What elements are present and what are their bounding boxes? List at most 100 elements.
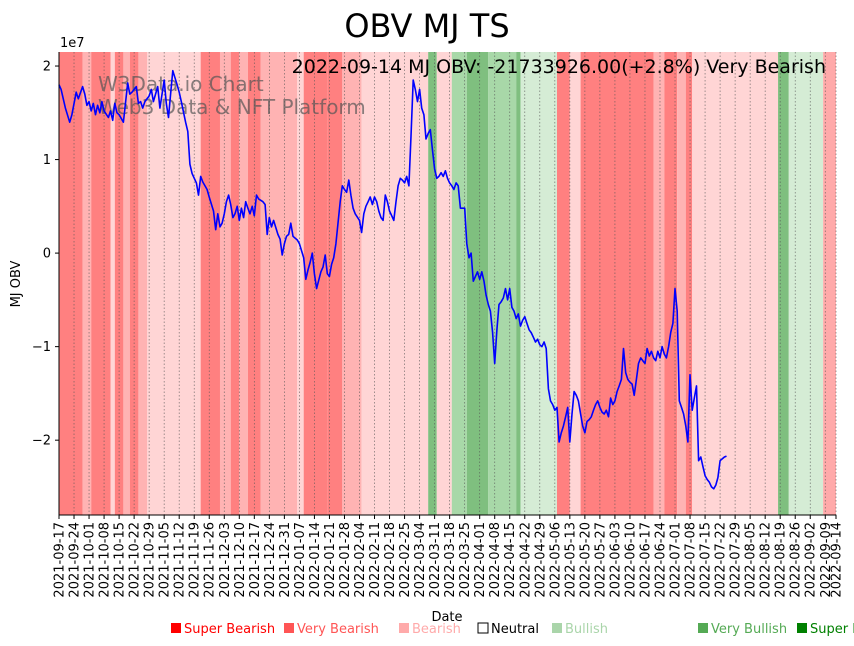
x-tick-label-29: 2022-04-08 [488, 522, 503, 598]
legend-label-2: Bearish [412, 622, 461, 637]
x-tick-label-16: 2022-01-07 [293, 522, 308, 598]
sentiment-band-24 [488, 52, 517, 515]
sentiment-band-12 [239, 52, 248, 515]
sentiment-band-37 [788, 52, 824, 515]
x-tick-label-0: 2021-09-17 [53, 522, 68, 598]
legend-label-6: Super Bullish [810, 622, 854, 637]
sentiment-band-32 [664, 52, 678, 515]
x-tick-label-36: 2022-05-27 [593, 522, 608, 598]
x-tick-label-35: 2022-05-20 [578, 522, 593, 598]
x-tick-label-17: 2022-01-14 [308, 522, 323, 598]
x-tick-label-15: 2021-12-31 [278, 522, 293, 598]
x-tick-label-1: 2021-09-24 [68, 522, 83, 598]
legend-item-4: Bullish [552, 622, 608, 637]
x-tick-label-9: 2021-11-19 [188, 522, 203, 598]
sentiment-band-27 [556, 52, 570, 515]
x-tick-label-45: 2022-07-29 [729, 522, 744, 598]
sentiment-band-0 [59, 52, 83, 515]
sentiment-band-38 [823, 52, 836, 515]
x-tick-label-11: 2021-12-03 [218, 522, 233, 598]
sentiment-band-28 [569, 52, 581, 515]
x-tick-label-2: 2021-10-01 [83, 522, 98, 598]
x-tick-label-47: 2022-08-12 [759, 522, 774, 598]
chart-title: OBV MJ TS [344, 7, 509, 45]
x-tick-label-7: 2021-11-05 [158, 522, 173, 598]
x-tick-label-30: 2022-04-15 [503, 522, 518, 598]
sentiment-band-18 [342, 52, 362, 515]
legend-swatch-2 [399, 623, 409, 633]
x-tick-label-21: 2022-02-11 [368, 522, 383, 598]
x-tick-label-41: 2022-07-01 [669, 522, 684, 598]
y-tick-label-1: −1 [32, 340, 51, 355]
x-tick-label-4: 2021-10-15 [113, 522, 128, 598]
sentiment-band-8 [147, 52, 201, 515]
legend-item-6: Super Bullish [797, 622, 854, 637]
x-tick-label-52: 2022-09-14 [830, 522, 845, 598]
x-tick-label-20: 2022-02-04 [353, 522, 368, 598]
x-tick-label-34: 2022-05-13 [563, 522, 578, 598]
x-tick-label-14: 2021-12-24 [263, 522, 278, 598]
x-tick-label-10: 2021-11-26 [203, 522, 218, 598]
sentiment-bands [59, 52, 836, 515]
sentiment-band-11 [230, 52, 240, 515]
legend-item-0: Super Bearish [171, 622, 275, 637]
legend-item-3: Neutral [477, 622, 539, 637]
legend-swatch-5 [698, 623, 708, 633]
x-tick-label-46: 2022-08-05 [744, 522, 759, 598]
sentiment-band-31 [653, 52, 665, 515]
sentiment-band-22 [451, 52, 467, 515]
sentiment-band-33 [677, 52, 686, 515]
x-tick-label-28: 2022-04-01 [473, 522, 488, 598]
x-tick-label-51: 2022-09-09 [819, 522, 834, 598]
y-multiplier-label: 1e7 [60, 36, 85, 51]
x-axis-label: Date [431, 610, 462, 625]
sentiment-band-5 [123, 52, 130, 515]
legend-label-0: Super Bearish [184, 622, 275, 637]
sentiment-band-1 [82, 52, 92, 515]
sentiment-band-14 [260, 52, 298, 515]
x-tick-label-25: 2022-03-11 [428, 522, 443, 598]
sentiment-band-10 [219, 52, 231, 515]
sentiment-band-34 [685, 52, 693, 515]
sentiment-band-15 [297, 52, 304, 515]
x-tick-label-44: 2022-07-22 [714, 522, 729, 598]
y-tick-label-4: 2 [43, 60, 51, 75]
sentiment-band-2 [91, 52, 111, 515]
legend-swatch-0 [171, 623, 181, 633]
x-tick-label-31: 2022-04-22 [518, 522, 533, 598]
x-tick-label-33: 2022-05-06 [548, 522, 563, 598]
watermark-line-1: W3Data.io Chart [98, 72, 264, 96]
x-tick-label-5: 2021-10-22 [128, 522, 143, 598]
sentiment-band-9 [200, 52, 220, 515]
legend-item-5: Very Bullish [698, 622, 787, 637]
x-tick-label-3: 2021-10-08 [98, 522, 113, 598]
sentiment-band-21 [436, 52, 452, 515]
x-tick-label-23: 2022-02-25 [398, 522, 413, 598]
x-tick-label-42: 2022-07-08 [684, 522, 699, 598]
chart-legend: Super Bearish Very Bearish Bearish Neutral B… [171, 622, 854, 637]
legend-label-3: Neutral [491, 622, 539, 637]
legend-swatch-3 [477, 622, 489, 634]
sentiment-band-26 [520, 52, 557, 515]
y-tick-label-3: 1 [43, 153, 51, 168]
sentiment-band-36 [778, 52, 789, 515]
sentiment-band-19 [361, 52, 429, 515]
x-tick-label-27: 2022-03-25 [458, 522, 473, 598]
x-tick-label-26: 2022-03-18 [443, 522, 458, 598]
sentiment-band-20 [428, 52, 437, 515]
obv-series [58, 69, 727, 490]
chart-subtitle: 2022-09-14 MJ OBV: -21733926.00(+2.8%) V… [292, 56, 826, 78]
legend-swatch-6 [797, 623, 807, 633]
legend-label-5: Very Bullish [711, 622, 787, 637]
y-axis-label: MJ OBV [9, 260, 24, 307]
x-tick-label-39: 2022-06-17 [639, 522, 654, 598]
x-tick-label-6: 2021-10-29 [143, 522, 158, 598]
sentiment-band-30 [623, 52, 654, 515]
x-tick-label-19: 2022-01-28 [338, 522, 353, 598]
x-tick-label-13: 2021-12-17 [248, 522, 263, 598]
legend-item-1: Very Bearish [284, 622, 379, 637]
x-tick-label-24: 2022-03-04 [413, 522, 428, 598]
y-tick-label-0: −2 [32, 434, 51, 449]
sentiment-band-17 [327, 52, 343, 515]
